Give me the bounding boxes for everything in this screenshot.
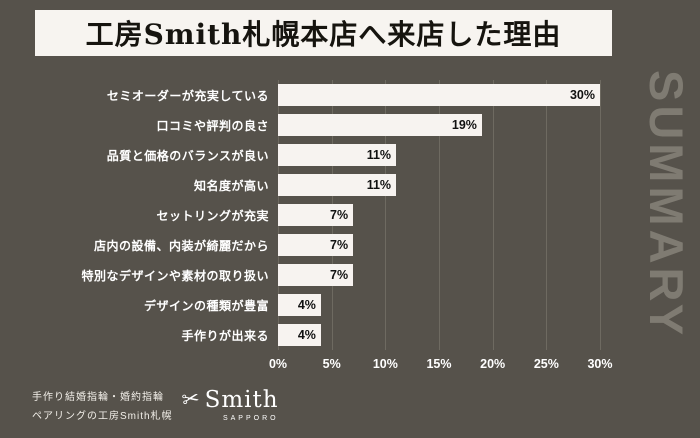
value-label: 7% [330, 238, 349, 252]
x-axis: 0% 5% 10% 15% 20% 25% 30% [269, 355, 613, 373]
value-label: 4% [297, 328, 316, 342]
bar-track: 11% [278, 174, 600, 196]
category-label: 手作りが出来る [181, 328, 269, 343]
value-label: 11% [366, 178, 392, 192]
bar-track: 19% [278, 114, 600, 136]
bar: 7% [278, 264, 354, 286]
value-label: 19% [451, 118, 477, 132]
gridline [600, 80, 601, 350]
footer-tagline-line1: 手作り結婚指輪・婚約指輪 [32, 392, 164, 403]
bar-row: 知名度が高い 11% [30, 170, 602, 200]
value-label: 11% [366, 148, 392, 162]
category-label: 品質と価格のバランスが良い [106, 148, 269, 163]
brand-logo: ✂ Smith SAPPORO [180, 386, 279, 423]
bar-row: デザインの種類が豊富 4% [30, 290, 602, 320]
bar-track: 4% [278, 324, 600, 346]
title-banner: 工房Smith札幌本店へ来店した理由 [35, 10, 612, 56]
bar: 30% [278, 84, 600, 106]
footer-tagline: 手作り結婚指輪・婚約指輪 ペアリングの工房Smith札幌 [32, 388, 173, 426]
bar-row: 品質と価格のバランスが良い 11% [30, 140, 602, 170]
gridline [439, 80, 440, 350]
x-tick-label: 25% [533, 357, 559, 371]
bar-track: 7% [278, 204, 600, 226]
x-tick-label: 0% [268, 357, 288, 371]
logo-wordmark: Smith [204, 387, 279, 413]
bar-row: 手作りが出来る 4% [30, 320, 602, 350]
bar-row: セミオーダーが充実している 30% [30, 80, 602, 110]
bar: 7% [278, 204, 354, 226]
bar: 19% [278, 114, 482, 136]
bar-row: 口コミや評判の良さ 19% [30, 110, 602, 140]
category-label: 知名度が高い [193, 178, 269, 193]
page-title: 工房Smith札幌本店へ来店した理由 [85, 18, 562, 51]
x-tick-label: 30% [587, 357, 613, 371]
category-label: 店内の設備、内装が綺麗だから [93, 238, 269, 253]
bar-row: 特別なデザインや素材の取り扱い 7% [30, 260, 602, 290]
category-label: デザインの種類が豊富 [143, 298, 269, 313]
gridline [385, 80, 387, 350]
bar: 7% [278, 234, 354, 256]
category-label: セットリングが充実 [156, 208, 269, 223]
x-tick-label: 10% [372, 357, 398, 371]
bar-chart: セミオーダーが充実している 30% 口コミや評判の良さ 19% 品質と価格のバランスが良… [30, 80, 613, 373]
bar-track: 7% [278, 264, 600, 286]
bar: 11% [278, 174, 397, 196]
summary-side-label: SUMMARY [640, 70, 693, 340]
bar: 4% [278, 324, 321, 346]
value-label: 4% [297, 298, 316, 312]
bar: 11% [278, 144, 397, 166]
x-tick-label: 15% [426, 357, 452, 371]
footer-tagline-line2: ペアリングの工房Smith札幌 [32, 411, 173, 422]
logo-text-block: Smith SAPPORO [204, 387, 279, 423]
logo-subtext: SAPPORO [222, 415, 279, 422]
bar-track: 7% [278, 234, 600, 256]
x-tick-label: 20% [480, 357, 506, 371]
category-label: 口コミや評判の良さ [156, 118, 269, 133]
bar-track: 11% [278, 144, 600, 166]
gridline [546, 80, 548, 350]
category-label: 特別なデザインや素材の取り扱い [81, 268, 269, 283]
scissors-icon: ✂ [180, 386, 202, 413]
bar: 4% [278, 294, 321, 316]
bar-track: 4% [278, 294, 600, 316]
x-tick-label: 5% [322, 357, 341, 371]
bar-track: 30% [278, 84, 600, 106]
bar-row: 店内の設備、内装が綺麗だから 7% [30, 230, 602, 260]
bar-row: セットリングが充実 7% [30, 200, 602, 230]
value-label: 7% [330, 208, 349, 222]
gridline [492, 80, 494, 350]
bar-rows: セミオーダーが充実している 30% 口コミや評判の良さ 19% 品質と価格のバランスが良… [30, 80, 602, 350]
value-label: 7% [330, 268, 349, 282]
category-label: セミオーダーが充実している [106, 88, 269, 103]
value-label: 30% [569, 88, 595, 102]
